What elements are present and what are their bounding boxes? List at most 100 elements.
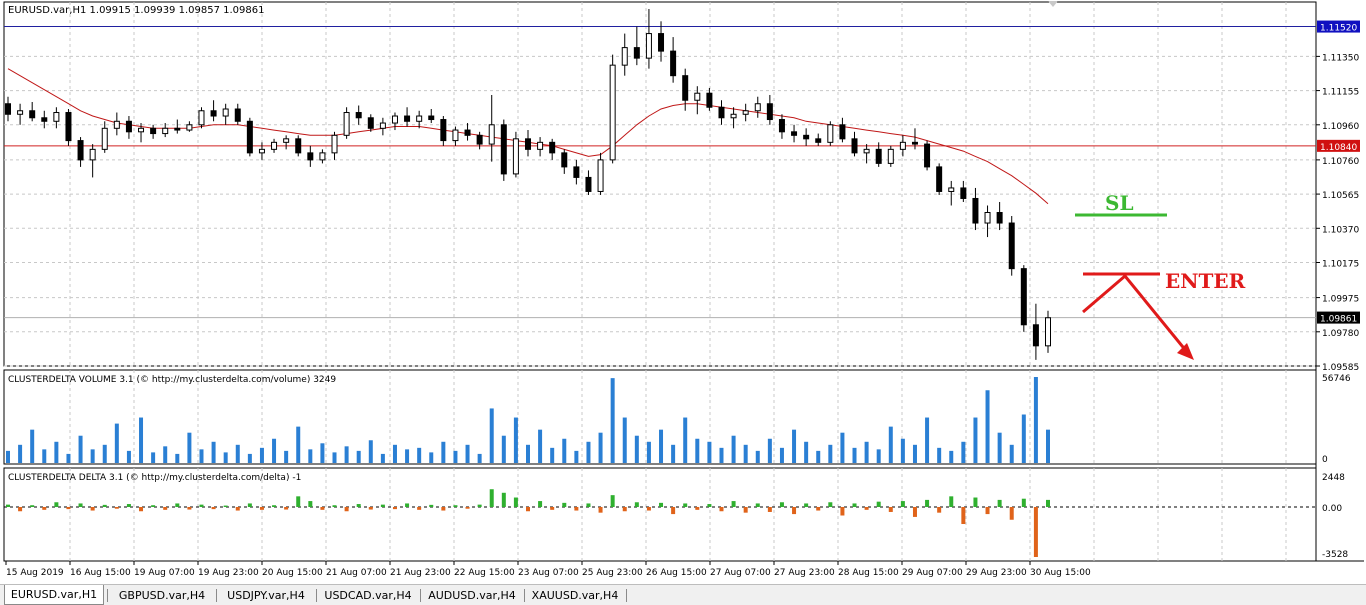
delta-bar: [175, 503, 180, 507]
candle-body: [379, 122, 386, 129]
candle-body: [367, 117, 374, 129]
delta-bar: [66, 507, 71, 510]
candle-body: [996, 212, 1003, 224]
delta-bar: [634, 502, 639, 507]
tab-usdjpy-h4[interactable]: USDJPY.var,H4: [227, 589, 305, 602]
candle-body: [645, 33, 652, 59]
candle-body: [960, 187, 967, 199]
volume-bar: [840, 432, 845, 463]
candle-body: [573, 166, 580, 178]
volume-bar: [151, 452, 156, 463]
candle-body: [924, 143, 931, 168]
candle-body: [500, 124, 507, 175]
volume-bar: [513, 417, 518, 463]
delta-bar: [646, 507, 651, 511]
candle-body: [887, 148, 894, 164]
volume-bar: [1033, 377, 1038, 463]
time-tick-label: 29 Aug 23:00: [966, 568, 1027, 578]
delta-bar: [308, 501, 313, 507]
delta-bar: [235, 507, 240, 511]
volume-bar: [139, 417, 144, 463]
delta-bar: [151, 505, 156, 507]
delta-bar: [562, 502, 567, 507]
candle-body: [29, 110, 36, 119]
candle-body: [597, 159, 604, 192]
tab-eurusd-h1[interactable]: EURUSD.var,H1: [4, 585, 104, 605]
candle-body: [1032, 324, 1039, 347]
volume-bar: [912, 444, 917, 463]
delta-bar: [912, 507, 917, 517]
tab-usdcad-h4[interactable]: USDCAD.var,H4: [324, 589, 412, 602]
candle-body: [319, 152, 326, 161]
volume-bar: [719, 447, 724, 463]
delta-bar: [852, 503, 857, 507]
volume-bar: [296, 426, 301, 463]
volume-bar: [441, 441, 446, 463]
enter-annotation-label: ENTER: [1165, 269, 1246, 293]
delta-bar: [211, 507, 216, 510]
volume-bar: [598, 432, 603, 463]
delta-bar: [392, 507, 397, 510]
delta-bar: [332, 505, 337, 507]
delta-bar: [671, 507, 676, 515]
delta-bar: [187, 507, 192, 510]
candle-body: [5, 103, 11, 115]
candle-body: [936, 166, 943, 192]
volume-bar: [888, 426, 893, 463]
volume-bar: [501, 435, 506, 463]
delta-bar: [767, 507, 772, 512]
delta-bar: [961, 507, 966, 525]
candle-body: [258, 148, 265, 154]
volume-bar: [223, 452, 228, 463]
delta-bar: [284, 507, 289, 510]
volume-bar: [54, 441, 59, 463]
candle-body: [585, 176, 592, 192]
volume-bar: [659, 429, 664, 463]
volume-bar: [126, 450, 131, 463]
tab-separator: [107, 589, 108, 602]
candle-body: [1020, 268, 1027, 326]
candle-body: [138, 127, 145, 133]
tab-separator: [524, 589, 525, 602]
candle-body: [222, 108, 229, 117]
delta-bar: [816, 507, 821, 511]
delta-bar: [30, 505, 35, 507]
delta-bar: [223, 505, 228, 507]
level-price-tag: [1317, 20, 1360, 33]
delta-bar: [610, 495, 615, 507]
candle-body: [742, 110, 749, 115]
delta-bar: [429, 504, 434, 507]
tab-xauusd-h4[interactable]: XAUUSD.var,H4: [531, 589, 619, 602]
volume-bar: [102, 444, 107, 463]
tab-audusd-h4[interactable]: AUDUSD.var,H4: [428, 589, 516, 602]
chart-title: EURUSD.var,H1 1.09915 1.09939 1.09857 1.…: [8, 5, 264, 16]
delta-bar: [683, 503, 688, 507]
time-tick-label: 19 Aug 07:00: [134, 568, 195, 578]
candle-body: [525, 138, 531, 150]
candle-body: [621, 47, 628, 66]
delta-bar: [259, 507, 264, 510]
delta-bar: [755, 503, 760, 507]
delta-bar: [126, 504, 131, 507]
tab-gbpusd-h4[interactable]: GBPUSD.var,H4: [118, 589, 206, 602]
candle-body: [53, 112, 60, 122]
volume-bar: [646, 441, 651, 463]
level-price-tag: [1317, 139, 1360, 152]
volume-bar: [634, 435, 639, 463]
volume-bar: [1046, 429, 1050, 463]
enter-arrow-path: [1082, 273, 1189, 353]
volume-bar: [852, 447, 857, 463]
volume-bar: [876, 449, 881, 463]
chart-canvas[interactable]: 1.11350 1.11155 1.10960 1.10760 1.10565 1.103…: [0, 0, 1366, 584]
volume-bar: [114, 423, 119, 463]
candle-body: [150, 127, 157, 135]
volume-bar: [671, 444, 676, 463]
volume-bar: [429, 452, 434, 463]
candle-body: [718, 106, 725, 119]
delta-bar: [1021, 498, 1026, 507]
candle-body: [827, 124, 834, 143]
delta-bar: [344, 507, 349, 512]
delta-bar: [356, 504, 361, 507]
volume-bar: [6, 450, 10, 463]
volume-bar: [320, 443, 325, 463]
